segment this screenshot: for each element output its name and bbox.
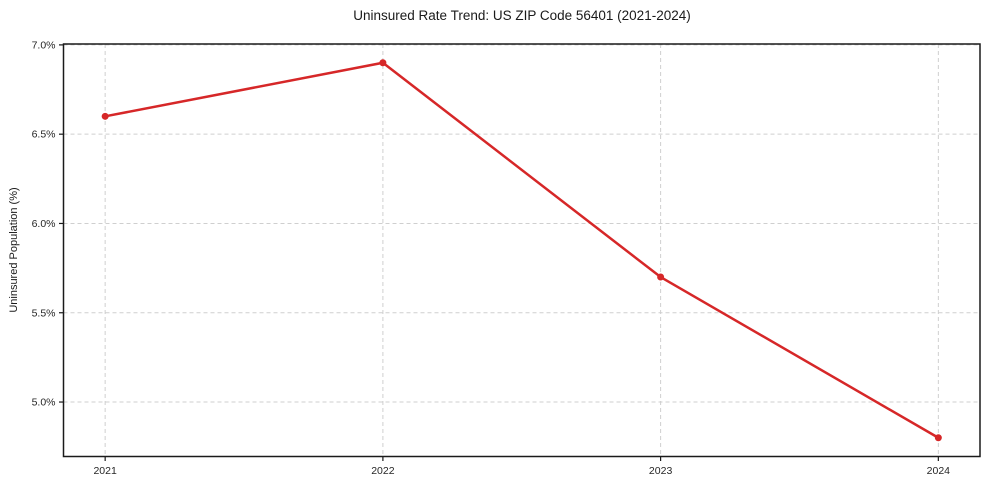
data-point-2021 bbox=[101, 112, 109, 120]
data-point-2024 bbox=[934, 434, 942, 442]
x-tick-label: 2021 bbox=[93, 465, 117, 477]
x-tick-label: 2023 bbox=[649, 465, 673, 477]
plot-border bbox=[62, 43, 981, 458]
x-tick-label: 2024 bbox=[927, 465, 951, 477]
y-tick-label: 5.0% bbox=[32, 397, 56, 409]
y-tick-label: 6.0% bbox=[32, 218, 56, 230]
chart-title: Uninsured Rate Trend: US ZIP Code 56401 … bbox=[353, 8, 691, 23]
y-tick-label: 5.5% bbox=[32, 307, 56, 319]
trend-line bbox=[103, 61, 940, 439]
data-point-2022 bbox=[379, 59, 387, 67]
data-point-2023 bbox=[657, 273, 665, 281]
y-tick-label: 6.5% bbox=[32, 129, 56, 141]
y-tick-label: 7.0% bbox=[32, 39, 56, 51]
x-tick-label: 2022 bbox=[371, 465, 395, 477]
